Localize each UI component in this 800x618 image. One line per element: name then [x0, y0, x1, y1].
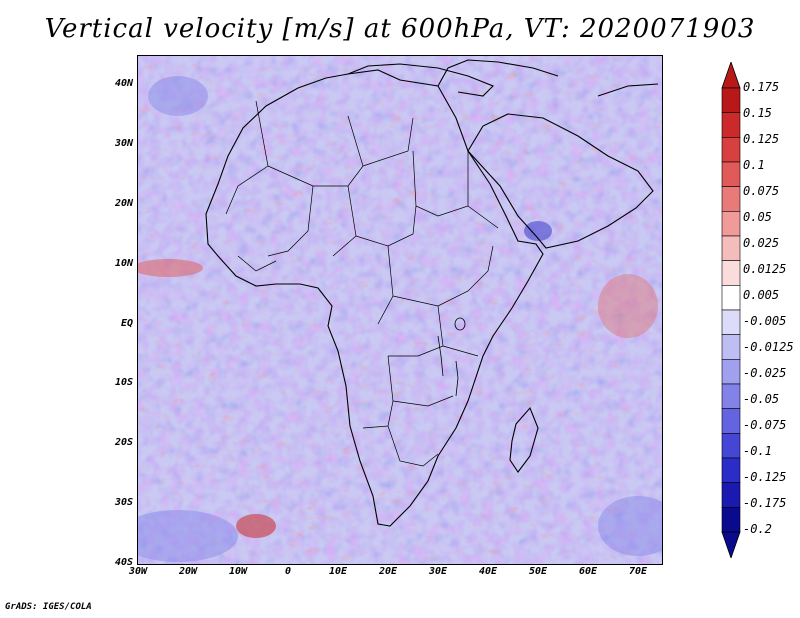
lon-label-20w: 20W: [178, 566, 198, 577]
lat-label-eq: EQ: [120, 318, 133, 329]
descent-southeast: [598, 496, 662, 556]
lake-malawi: [455, 360, 459, 397]
lon-label-0: 0: [284, 566, 292, 577]
lat-label-20n: 20N: [114, 198, 133, 209]
colorbar-cell: [721, 334, 741, 360]
colorbar-cell: [721, 309, 741, 335]
lon-label-70e: 70E: [628, 566, 648, 577]
colorbar-label-12: -0.025: [743, 366, 787, 380]
colorbar-label-3: 0.125: [743, 132, 780, 146]
coastlines: [205, 59, 659, 527]
colorbar-label-1: 0.175: [743, 80, 780, 94]
colorbar-cell: [721, 112, 741, 138]
colorbar-cell: [721, 507, 741, 533]
colorbar-cell: [721, 235, 741, 261]
velocity-field: [138, 56, 662, 564]
colorbar: [721, 62, 741, 558]
colorbar-label-6: 0.05: [743, 210, 772, 224]
strong-ascent-atlantic: [138, 259, 203, 277]
colorbar-label-8: 0.0125: [743, 262, 787, 276]
colorbar-cell: [721, 457, 741, 483]
colorbar-label-14: -0.075: [743, 418, 787, 432]
lat-label-20s: 20S: [114, 437, 133, 448]
strong-ascent-south-atlantic: [236, 514, 276, 538]
colorbar-label-4: 0.1: [743, 158, 765, 172]
colorbar-label-11: -0.0125: [743, 340, 794, 354]
map-panel: [137, 55, 663, 565]
colorbar-cell: [721, 137, 741, 163]
colorbar-cell: [721, 285, 741, 311]
lon-label-60e: 60E: [578, 566, 598, 577]
colorbar-cell: [721, 482, 741, 508]
descent-southwest: [138, 510, 238, 562]
colorbar-cell: [721, 260, 741, 286]
colorbar-label-9: 0.005: [743, 288, 780, 302]
lon-label-20e: 20E: [378, 566, 398, 577]
colorbar-under-triangle: [721, 531, 741, 558]
lake-tanganyika: [437, 335, 444, 377]
lat-label-40s: 40S: [114, 557, 133, 568]
red-noise-layer: [138, 56, 662, 564]
colorbar-cell: [721, 161, 741, 187]
lon-label-30e: 30E: [428, 566, 448, 577]
colorbar-label-13: -0.05: [743, 392, 780, 406]
lat-label-30s: 30S: [114, 497, 133, 508]
lat-label-30n: 30N: [114, 138, 133, 149]
colorbar-cell: [721, 87, 741, 113]
colorbar-label-18: -0.2: [743, 522, 772, 536]
country-borders: [225, 100, 499, 467]
colorbar-label-15: -0.1: [743, 444, 772, 458]
ascent-indian-ocean: [598, 274, 658, 338]
africa-coastline: [205, 69, 544, 527]
colorbar-label-10: -0.005: [743, 314, 787, 328]
colorbar-cell: [721, 359, 741, 385]
madagascar-coastline: [509, 406, 539, 473]
lon-label-40e: 40E: [478, 566, 498, 577]
colorbar-over-triangle: [721, 62, 741, 89]
iran-coastline: [597, 83, 659, 97]
colorbar-cell: [721, 408, 741, 434]
colorbar-cell: [721, 433, 741, 459]
strong-descent-red-sea: [524, 221, 552, 241]
descent-northwest: [148, 76, 208, 116]
colorbar-label-2: 0.15: [743, 106, 772, 120]
lake-victoria: [454, 317, 466, 331]
lat-label-10n: 10N: [114, 258, 133, 269]
lon-label-10e: 10E: [328, 566, 348, 577]
europe-turkey-coastline: [437, 59, 559, 87]
lat-label-40n: 40N: [114, 78, 133, 89]
lon-label-30w: 30W: [128, 566, 148, 577]
footer-credit: GrADS: IGES/COLA: [5, 602, 92, 612]
colorbar-label-5: 0.075: [743, 184, 780, 198]
map-title: Vertical velocity [m/s] at 600hPa, VT: 2…: [44, 14, 756, 44]
colorbar-label-17: -0.175: [743, 496, 787, 510]
arabia-coastline: [467, 113, 654, 249]
colorbar-cell: [721, 383, 741, 409]
colorbar-label-7: 0.025: [743, 236, 780, 250]
colorbar-cell: [721, 186, 741, 212]
lat-label-10s: 10S: [114, 377, 133, 388]
lon-label-10w: 10W: [228, 566, 248, 577]
colorbar-label-16: -0.125: [743, 470, 787, 484]
lakes: [437, 317, 466, 397]
colorbar-cells: [721, 87, 741, 533]
colorbar-cell: [721, 211, 741, 237]
mediterranean-coastline: [347, 63, 494, 97]
lon-label-50e: 50E: [528, 566, 548, 577]
